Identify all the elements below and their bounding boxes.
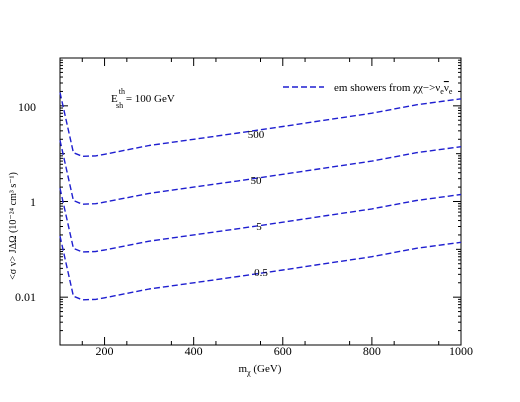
series-label-50: 50	[251, 175, 263, 187]
x-tick-label-600: 600	[274, 344, 292, 358]
x-tick-label-400: 400	[185, 344, 203, 358]
legend-label-sub1: e	[440, 87, 444, 96]
series-line-500	[59, 92, 462, 158]
x-axis-label-sub: χ	[246, 368, 251, 377]
x-tick-label-800: 800	[363, 344, 381, 358]
x-axis-label-main: m	[239, 363, 248, 375]
y-tick-label-0.01: 0.01	[15, 290, 36, 304]
annotation-sup: th	[119, 87, 125, 96]
series-line-5	[59, 188, 462, 253]
series-label-5: 5	[256, 221, 262, 233]
axis-ticks	[60, 57, 462, 346]
series-line-0.5	[59, 235, 462, 301]
series-line-50	[59, 140, 462, 205]
series-label-0.5: 0.5	[254, 267, 268, 279]
legend-label-nu: ν	[444, 82, 449, 94]
x-tick-label-1000: 1000	[449, 344, 473, 358]
legend-label: em showers from χχ−>νeνe	[334, 82, 453, 96]
series-label-500: 500	[248, 129, 265, 141]
annotation-main: E	[111, 93, 118, 105]
x-tick-label-200: 200	[96, 344, 114, 358]
x-axis-label-unit: (GeV)	[251, 363, 282, 375]
annotation-threshold: Eth sh = 100 GeV	[111, 87, 175, 110]
series-lines	[59, 92, 462, 301]
y-tick-label-100: 100	[18, 100, 36, 114]
y-tick-label-1: 1	[30, 195, 36, 209]
legend-label-prefix: em showers from χχ−>ν	[334, 82, 440, 94]
x-axis-label: mχ (GeV)	[239, 363, 282, 377]
legend-label-sub2: e	[449, 87, 453, 96]
y-axis-label: <σ v> JΔΩ (10⁻²⁴ cm³ s⁻¹)	[8, 172, 19, 280]
annotation-sub: sh	[116, 101, 123, 110]
annotation-rest: = 100 GeV	[123, 93, 175, 105]
